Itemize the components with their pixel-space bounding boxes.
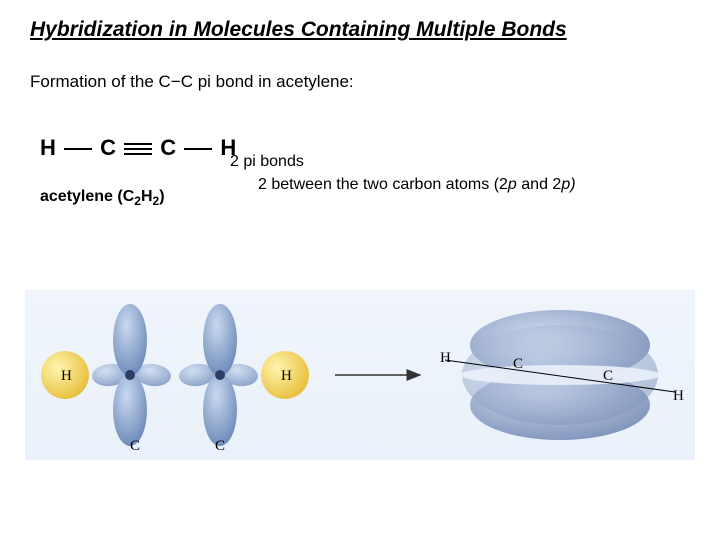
atom-label-h: H [61, 368, 72, 384]
atom-label-h: H [440, 350, 451, 366]
atom-label-c: C [215, 438, 225, 454]
pi-bond-italic: p) [561, 176, 575, 193]
atom-label-c: C [603, 368, 613, 384]
molecule-label-sub: 2 [134, 194, 141, 208]
atom-c-right: C [160, 135, 176, 160]
p-lobe-icon [113, 304, 147, 376]
molecule-label-text: H [141, 188, 153, 205]
molecule-label-text: ) [159, 188, 164, 205]
molecule-label: acetylene (C2H2) [40, 188, 165, 208]
pi-bond-text: and 2 [517, 176, 561, 193]
pi-bond-text: 2 between the two carbon atoms (2 [258, 176, 508, 193]
carbon-node-icon [125, 370, 135, 380]
p-lobe-icon [203, 374, 237, 446]
pi-bond-italic: p [508, 176, 517, 193]
atom-label-h: H [281, 368, 292, 384]
atom-h-left: H [40, 135, 56, 160]
subtitle: Formation of the C−C pi bond in acetylen… [30, 72, 354, 92]
molecule-label-text: acetylene (C [40, 188, 134, 205]
orbital-figure: H H C C H H C C [25, 290, 695, 460]
pi-bond-line2: 2 between the two carbon atoms (2p and 2… [258, 173, 576, 196]
lewis-structure: H C C H [40, 135, 236, 161]
bond-single-icon [184, 148, 212, 150]
atom-label-c: C [130, 438, 140, 454]
atom-c-left: C [100, 135, 116, 160]
bond-single-icon [64, 148, 92, 150]
page-title: Hybridization in Molecules Containing Mu… [30, 18, 567, 42]
atom-label-c: C [513, 356, 523, 372]
bond-triple-icon [124, 143, 152, 155]
p-lobe-icon [203, 304, 237, 376]
p-lobe-icon [113, 374, 147, 446]
pi-bond-line1: 2 pi bonds [230, 150, 576, 173]
atom-label-h: H [673, 388, 684, 404]
carbon-node-icon [215, 370, 225, 380]
orbital-svg: H H C C H H C C [25, 290, 695, 460]
pi-bond-description: 2 pi bonds 2 between the two carbon atom… [230, 150, 576, 196]
pi-cloud-waist-icon [460, 365, 660, 385]
